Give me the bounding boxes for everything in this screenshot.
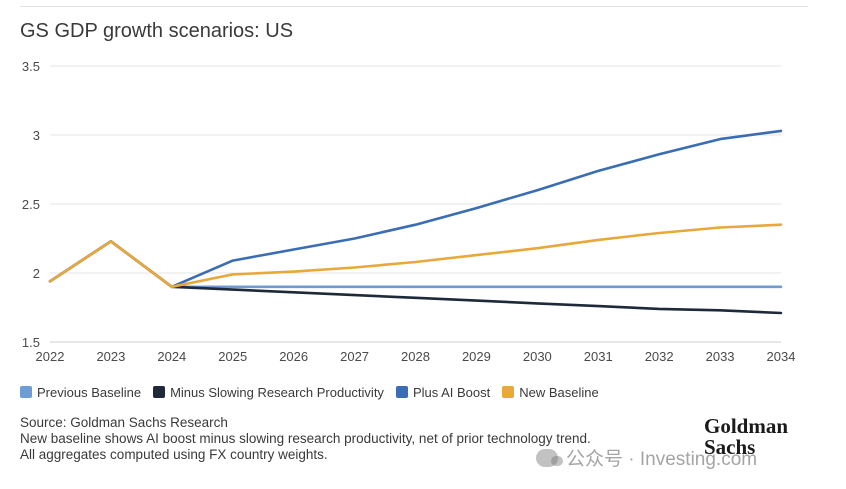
legend-label: Minus Slowing Research Productivity	[170, 384, 384, 400]
weights-note: All aggregates computed using FX country…	[20, 447, 328, 462]
legend-swatch	[20, 386, 32, 398]
watermark-text: 公众号 · Investing.com	[566, 449, 758, 470]
x-tick-label: 2022	[36, 349, 65, 364]
chart-legend: Previous Baseline Minus Slowing Research …	[20, 383, 611, 401]
y-tick-label: 2.5	[22, 197, 40, 212]
legend-item-previous-baseline: Previous Baseline	[20, 385, 141, 400]
legend-item-new-baseline: New Baseline	[502, 385, 599, 400]
watermark: 公众号 · Investing.com	[536, 444, 757, 471]
legend-label: Plus AI Boost	[412, 384, 491, 400]
logo-line-1: Goldman	[704, 414, 789, 438]
x-tick-label: 2028	[401, 349, 430, 364]
x-tick-label: 2025	[218, 349, 247, 364]
legend-item-minus-slowing-research-productivity: Minus Slowing Research Productivity	[153, 385, 384, 400]
chart-notes: Source: Goldman Sachs Research New basel…	[20, 415, 591, 463]
source-note: Source: Goldman Sachs Research	[20, 415, 228, 430]
series-line-new-baseline	[48, 223, 783, 289]
legend-label: New Baseline	[519, 384, 599, 400]
legend-label: Previous Baseline	[37, 384, 142, 400]
x-tick-label: 2032	[645, 349, 674, 364]
x-tick-label: 2024	[157, 349, 186, 364]
goldman-sachs-logo: Goldman Sachs	[704, 416, 788, 458]
logo-line-2: Sachs	[704, 435, 756, 459]
y-tick-label: 3.5	[22, 59, 40, 74]
legend-swatch	[502, 386, 515, 398]
series-line-previous-baseline	[48, 240, 783, 289]
x-tick-label: 2034	[767, 349, 796, 364]
wechat-icon	[536, 448, 563, 467]
y-tick-label: 2	[33, 266, 40, 281]
x-tick-label: 2030	[523, 349, 552, 364]
y-tick-label: 1.5	[22, 335, 40, 350]
x-tick-label: 2027	[340, 349, 369, 364]
top-divider	[20, 6, 808, 7]
x-tick-label: 2026	[279, 349, 308, 364]
x-tick-label: 2023	[96, 349, 125, 364]
legend-swatch	[395, 386, 408, 398]
series-line-plus-ai-boost	[48, 129, 783, 289]
legend-item-plus-ai-boost: Plus AI Boost	[395, 384, 491, 400]
x-tick-label: 2031	[584, 349, 613, 364]
legend-swatch	[153, 386, 166, 398]
y-tick-label: 3	[33, 128, 40, 143]
x-tick-label: 2033	[706, 349, 735, 364]
x-tick-label: 2029	[462, 349, 491, 364]
chart-title: GS GDP growth scenarios: US	[20, 20, 294, 42]
baseline-note: New baseline shows AI boost minus slowin…	[20, 431, 591, 446]
